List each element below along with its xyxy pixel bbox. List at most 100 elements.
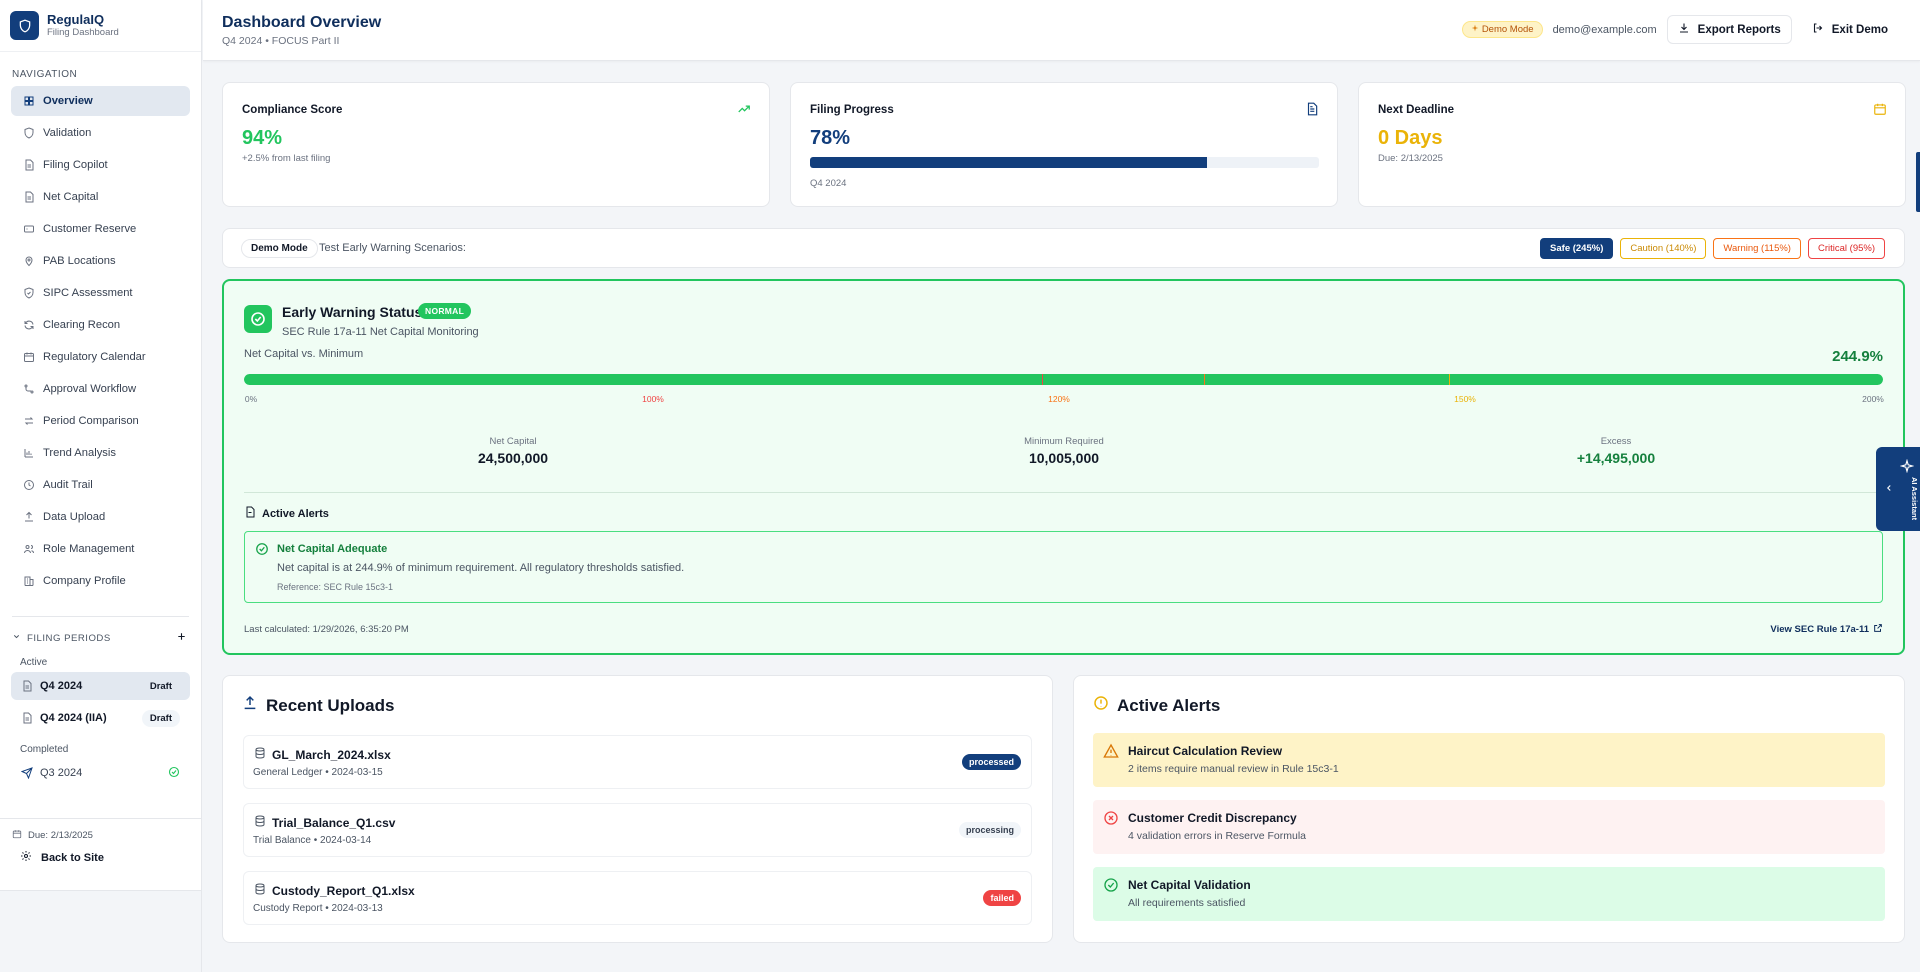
arrows-icon — [23, 415, 35, 427]
brand[interactable]: RegulaIQ Filing Dashboard — [0, 0, 201, 52]
upload-row[interactable]: Trial_Balance_Q1.csv Trial Balance • 2024… — [243, 803, 1032, 857]
back-to-site-link[interactable]: Back to Site — [0, 850, 201, 865]
upload-row[interactable]: GL_March_2024.xlsx General Ledger • 2024-… — [243, 735, 1032, 789]
early-warning-divider — [244, 492, 1883, 493]
sidebar-item-clearing-recon[interactable]: Clearing Recon — [11, 310, 190, 340]
calendar-icon — [23, 351, 35, 363]
building-icon — [23, 575, 35, 587]
view-sec-rule-link[interactable]: View SEC Rule 17a-11 — [1770, 623, 1883, 636]
filing-period-label: Q4 2024 — [40, 680, 83, 692]
sidebar-item-trend-analysis[interactable]: Trend Analysis — [11, 438, 190, 468]
scenario-safe-button[interactable]: Safe (245%) — [1540, 238, 1614, 259]
send-icon — [21, 767, 33, 779]
top-header: Dashboard Overview Q4 2024 • FOCUS Part … — [203, 0, 1920, 61]
sidebar-item-net-capital[interactable]: Net Capital — [11, 182, 190, 212]
recent-uploads-title: Recent Uploads — [242, 695, 394, 716]
database-icon — [254, 747, 266, 759]
sidebar-item-label: Period Comparison — [43, 415, 139, 427]
grid-icon — [23, 95, 35, 107]
upload-meta: Custody Report • 2024-03-13 — [253, 903, 383, 914]
alert-row[interactable]: Customer Credit Discrepancy 4 validation … — [1093, 800, 1885, 854]
net-capital-bar-fill — [244, 374, 1883, 385]
metric-label: Excess — [1600, 436, 1632, 447]
sidebar: RegulaIQ Filing Dashboard NAVIGATION Ove… — [0, 0, 202, 972]
status-badge: Draft — [141, 709, 180, 727]
upload-file-name: Custody_Report_Q1.xlsx — [272, 884, 415, 898]
add-period-button[interactable] — [176, 631, 187, 645]
tick-label: 100% — [642, 394, 664, 404]
alert-reference: Reference: SEC Rule 15c3-1 — [277, 582, 394, 592]
demo-scenario-text: Test Early Warning Scenarios: — [319, 242, 466, 254]
export-reports-button[interactable]: Export Reports — [1666, 15, 1792, 44]
metric-value: 10,005,000 — [1028, 450, 1100, 466]
document-icon — [21, 680, 33, 692]
sidebar-item-company-profile[interactable]: Company Profile — [11, 566, 190, 596]
sidebar-item-sipc-assessment[interactable]: SIPC Assessment — [11, 278, 190, 308]
demo-mode-label: Demo Mode — [1481, 24, 1534, 35]
net-capital-metric: Net Capital 24,500,000 — [363, 436, 663, 466]
sidebar-item-audit-trail[interactable]: Audit Trail — [11, 470, 190, 500]
bar-chart-icon — [23, 447, 35, 459]
active-alerts-heading-label: Active Alerts — [262, 507, 329, 520]
threshold-marker-120 — [1204, 374, 1205, 385]
filing-period-item[interactable]: Q4 2024 Draft — [11, 672, 190, 700]
trending-up-icon — [737, 102, 751, 116]
excess-metric: Excess +14,495,000 — [1466, 436, 1766, 466]
filing-period-item[interactable]: Q4 2024 (IIA) Draft — [11, 704, 190, 732]
sidebar-item-overview[interactable]: Overview — [11, 86, 190, 116]
sidebar-item-customer-reserve[interactable]: Customer Reserve — [11, 214, 190, 244]
alert-title: Net Capital Validation — [1128, 878, 1251, 892]
exit-demo-button[interactable]: Exit Demo — [1802, 15, 1898, 44]
view-sec-rule-label: View SEC Rule 17a-11 — [1770, 624, 1869, 635]
filing-period-label: Q4 2024 (IIA) — [40, 712, 107, 724]
sidebar-item-regulatory-calendar[interactable]: Regulatory Calendar — [11, 342, 190, 372]
clipboard-icon — [244, 506, 256, 521]
status-badge: Draft — [149, 680, 172, 692]
scenario-caution-button[interactable]: Caution (140%) — [1620, 238, 1707, 259]
alert-subtitle: All requirements satisfied — [1128, 897, 1246, 909]
sidebar-item-period-comparison[interactable]: Period Comparison — [11, 406, 190, 436]
chevron-down-icon[interactable] — [12, 632, 21, 644]
sidebar-item-approval-workflow[interactable]: Approval Workflow — [11, 374, 190, 404]
sidebar-item-filing-copilot[interactable]: Filing Copilot — [11, 150, 190, 180]
active-periods-list: Q4 2024 Draft Q4 2024 (IIA) Draft — [0, 672, 201, 732]
alert-title: Net Capital Adequate — [277, 543, 388, 555]
metric-label: Minimum Required — [1024, 436, 1104, 447]
sidebar-item-label: Customer Reserve — [43, 223, 137, 235]
net-capital-bar — [244, 374, 1883, 385]
tick-label: 120% — [1048, 394, 1070, 404]
sidebar-item-data-upload[interactable]: Data Upload — [11, 502, 190, 532]
page-title: Dashboard Overview — [222, 14, 382, 31]
upload-row[interactable]: Custody_Report_Q1.xlsx Custody Report • 2… — [243, 871, 1032, 925]
shield-check-icon — [23, 287, 35, 299]
shield-icon — [10, 11, 39, 40]
compliance-score-title: Compliance Score — [242, 104, 343, 116]
filing-progress-fill — [810, 157, 1208, 168]
ai-assistant-tab[interactable]: AI Assistant — [1876, 447, 1920, 531]
sidebar-item-label: Company Profile — [43, 575, 126, 587]
filing-progress-card: Filing Progress 78% Q4 2024 — [790, 82, 1338, 207]
scenario-warning-button[interactable]: Warning (115%) — [1713, 238, 1801, 259]
sidebar-item-label: Trend Analysis — [43, 447, 116, 459]
minimum-required-metric: Minimum Required 10,005,000 — [914, 436, 1214, 466]
sidebar-item-role-management[interactable]: Role Management — [11, 534, 190, 564]
filing-period-item[interactable]: Q3 2024 — [11, 759, 190, 787]
next-deadline-note: Due: 2/13/2025 — [1378, 153, 1443, 164]
sidebar-footer — [0, 890, 201, 972]
filing-progress-bar — [810, 157, 1319, 168]
sidebar-item-pab-locations[interactable]: PAB Locations — [11, 246, 190, 276]
alert-row[interactable]: Haircut Calculation Review 2 items requir… — [1093, 733, 1885, 787]
sidebar-item-label: Regulatory Calendar — [43, 351, 146, 363]
scenario-critical-button[interactable]: Critical (95%) — [1807, 238, 1885, 259]
upload-file-name: GL_March_2024.xlsx — [272, 748, 391, 762]
status-badge: NORMAL — [418, 303, 472, 319]
export-reports-label: Export Reports — [1697, 23, 1781, 36]
sidebar-item-validation[interactable]: Validation — [11, 118, 190, 148]
alert-row[interactable]: Net Capital Validation All requirements s… — [1093, 867, 1885, 921]
sidebar-item-label: PAB Locations — [43, 255, 116, 267]
net-capital-adequate-alert: Net Capital Adequate Net capital is at 2… — [244, 531, 1883, 603]
gear-icon — [20, 850, 32, 865]
refresh-icon — [23, 319, 35, 331]
external-link-icon — [1873, 623, 1883, 636]
warning-triangle-icon — [1103, 743, 1119, 759]
